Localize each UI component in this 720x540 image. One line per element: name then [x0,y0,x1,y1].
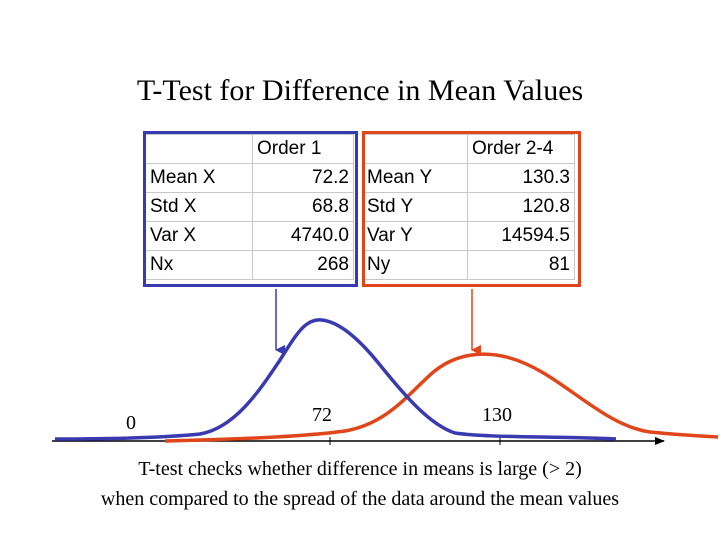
table-row: Nx 268 [145,250,354,280]
axis-label-mean-y: 130 [482,404,512,426]
table-row: Std X 68.8 [145,192,354,222]
order2-n-label: Ny [362,250,468,280]
order2-stats-table: Order 2-4 Mean Y 130.3 Std Y 120.8 Var Y… [362,134,575,280]
order2-std-label: Std Y [362,192,468,222]
axis-label-zero: 0 [126,412,136,434]
table-row: Ny 81 [362,250,575,280]
order2-mean-value: 130.3 [467,163,575,193]
order1-header-blank [145,134,253,164]
table-row: Mean Y 130.3 [362,163,575,193]
order1-std-value: 68.8 [252,192,354,222]
order2-n-value: 81 [467,250,575,280]
caption-line-1: T-test checks whether difference in mean… [138,458,582,480]
order2-highlight-frame [362,131,581,287]
order1-mean-label: Mean X [145,163,253,193]
order1-var-value: 4740.0 [252,221,354,251]
order2-distribution-curve [164,352,719,443]
order1-highlight-frame [143,131,358,287]
table-row: Std Y 120.8 [362,192,575,222]
caption-line-2: when compared to the spread of the data … [100,488,620,510]
table-row: Mean X 72.2 [145,163,354,193]
order2-mean-label: Mean Y [362,163,468,193]
slide-title: T-Test for Difference in Mean Values [136,74,584,107]
order2-var-label: Var Y [362,221,468,251]
order1-stats-table: Order 1 Mean X 72.2 Std X 68.8 Var X 474… [145,134,354,280]
order1-n-label: Nx [145,250,253,280]
table-row: Var X 4740.0 [145,221,354,251]
order1-n-value: 268 [252,250,354,280]
order1-distribution-curve [54,318,617,441]
axis-label-mean-x: 72 [312,404,332,426]
order2-std-value: 120.8 [467,192,575,222]
table-row: Var Y 14594.5 [362,221,575,251]
